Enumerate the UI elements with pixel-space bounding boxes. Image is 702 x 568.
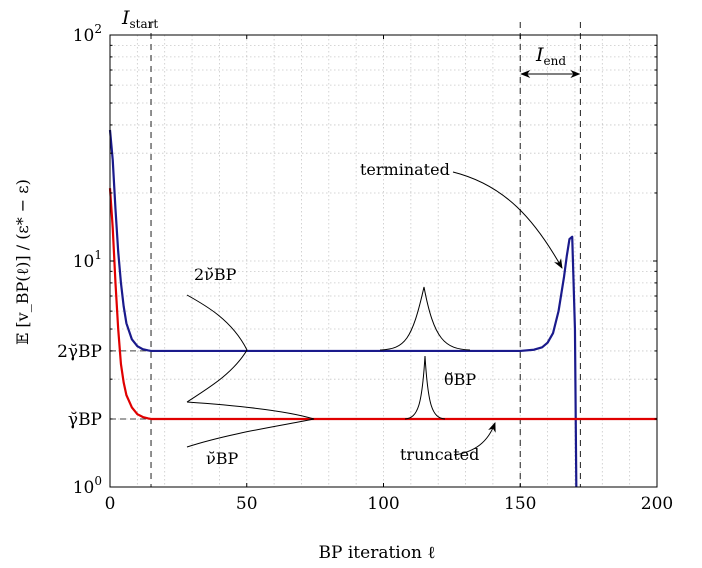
terminated-arrow	[452, 171, 563, 269]
theta-peak-lower	[404, 355, 446, 420]
truncated-arrow	[453, 422, 496, 456]
x-tick-label: 0	[105, 494, 116, 514]
series-line-terminated	[108, 129, 578, 488]
i-end-label: Iend	[535, 44, 566, 68]
two-nu-distribution-curve	[186, 294, 248, 403]
x-tick-label: 150	[504, 494, 536, 514]
y-tick-exponent: 1	[94, 248, 102, 262]
terminated-label: terminated	[360, 160, 450, 179]
series-line-truncated	[108, 188, 657, 421]
x-tick-label: 100	[367, 494, 399, 514]
y-axis-label: 𝔼 [v_BP(ℓ)] / (ε* − ε)	[13, 179, 32, 345]
y-tick-exponent: 2	[94, 22, 102, 36]
nu-label: ν̆BP	[206, 449, 238, 468]
y-tick-base: 10	[73, 26, 95, 46]
y-tick-exponent: 0	[94, 474, 102, 488]
distribution-sketches	[186, 286, 471, 448]
y-tick-label: 102	[73, 22, 102, 46]
annotations: Istart Iend terminated truncated 2ν̆BP ν̆BP θ̆…	[121, 7, 581, 468]
x-tick-label: 50	[236, 494, 258, 514]
y-tick-label: 100	[73, 474, 102, 498]
i-start-subscript: start	[130, 17, 159, 31]
axes-frame	[109, 34, 658, 488]
y-tick-label: 101	[73, 248, 102, 272]
special-tick-label: γ̆BP	[68, 410, 102, 430]
x-tick-label: 200	[641, 494, 673, 514]
i-end-subscript: end	[544, 54, 567, 68]
nu-distribution-curve	[186, 401, 315, 448]
data-series	[108, 129, 657, 488]
dashed-marker-lines	[150, 22, 581, 487]
theta-label: θ̆BP	[444, 370, 476, 389]
special-tick-label: 2γ̆BP	[57, 342, 102, 362]
y-tick-base: 10	[73, 478, 95, 498]
theta-peak-upper	[379, 286, 471, 351]
i-start-label: Istart	[121, 7, 158, 31]
x-axis-label: BP iteration ℓ	[319, 543, 436, 563]
y-tick-base: 10	[73, 252, 95, 272]
two-nu-label: 2ν̆BP	[194, 265, 237, 284]
special-level-ticks	[110, 350, 152, 420]
truncated-label: truncated	[400, 445, 479, 464]
